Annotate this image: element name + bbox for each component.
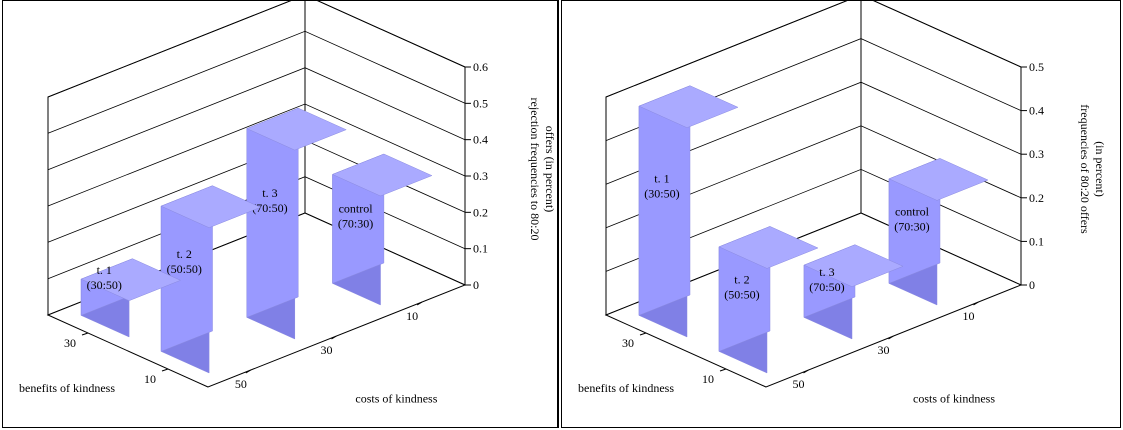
y-tick-label: 10 bbox=[144, 372, 156, 386]
y-tick bbox=[81, 332, 89, 336]
bar-label: t. 1 bbox=[654, 171, 669, 185]
gridline bbox=[47, 176, 466, 280]
gridline bbox=[605, 1, 1022, 98]
bar-label: (50:50) bbox=[167, 262, 202, 276]
z-axis-label-line: rejection frequencies to 80:20 bbox=[528, 98, 542, 241]
bar-label: control bbox=[339, 202, 374, 216]
bar-1: t. 2(50:50) bbox=[160, 185, 262, 374]
gridline bbox=[47, 103, 466, 207]
bars: control(70:30)t. 3(70:50)t. 2(50:50)t. 1… bbox=[638, 85, 989, 374]
left-chart-panel: 0 0.1 0.2 0.3 0.4 0.5 0.6 10 30 50 30 10 costs of ki… bbox=[2, 0, 559, 428]
x-tick bbox=[803, 369, 809, 374]
bar-top-face bbox=[638, 85, 739, 128]
z-axis-label-line: offers (in percent) bbox=[543, 126, 557, 212]
z-tick-label: 0.3 bbox=[1029, 147, 1044, 161]
y-tick bbox=[719, 368, 727, 372]
bar-label: (50:50) bbox=[724, 287, 759, 301]
gridline bbox=[47, 30, 466, 134]
z-tick-label: 0.5 bbox=[1029, 60, 1044, 74]
bar-label: control bbox=[895, 204, 930, 218]
bar-label: (70:30) bbox=[894, 219, 929, 233]
gridline bbox=[47, 1, 466, 98]
x-tick bbox=[245, 369, 252, 374]
gridline bbox=[47, 67, 466, 171]
z-tick-label: 0.6 bbox=[473, 60, 488, 74]
bar-label: (30:50) bbox=[644, 186, 679, 200]
z-tick-label: 0 bbox=[473, 278, 479, 292]
right-chart-panel: 0 0.1 0.2 0.3 0.4 0.5 10 30 50 30 10 costs of kindn… bbox=[561, 0, 1121, 428]
x-tick-label: 30 bbox=[878, 343, 890, 357]
z-tick-label: 0.3 bbox=[473, 169, 488, 183]
bar-2: t. 3(70:50) bbox=[246, 107, 347, 340]
z-axis-label-line: (in percent) bbox=[1093, 141, 1107, 197]
bar-label: (70:50) bbox=[252, 201, 287, 215]
bar-label: t. 2 bbox=[177, 247, 192, 261]
bar-label: (30:50) bbox=[87, 278, 122, 292]
bar-top-face bbox=[160, 185, 262, 228]
z-axis-label: rejection frequencies to 80:20 offers (in… bbox=[528, 98, 557, 241]
z-tick-label: 0.1 bbox=[1029, 234, 1044, 248]
y-tick bbox=[161, 368, 169, 372]
x-tick-label: 50 bbox=[793, 377, 805, 391]
bar-label: t. 2 bbox=[734, 272, 749, 286]
bar-top-face bbox=[803, 244, 904, 287]
z-tick-label: 0 bbox=[1029, 278, 1035, 292]
x-tick bbox=[416, 301, 423, 306]
y-axis-label: benefits of kindness bbox=[19, 381, 115, 395]
z-tick-label: 0.4 bbox=[473, 133, 488, 147]
x-tick-label: 30 bbox=[321, 343, 333, 357]
bar-top-face bbox=[888, 158, 989, 201]
bar-0: t. 1(30:50) bbox=[80, 258, 182, 338]
z-tick-label: 0.5 bbox=[473, 96, 488, 110]
x-tick bbox=[888, 335, 894, 340]
gridline bbox=[605, 168, 1022, 272]
bar-top-face bbox=[331, 153, 433, 197]
bar-1: t. 2(50:50) bbox=[718, 226, 819, 374]
bar-top-face bbox=[80, 258, 182, 301]
gridline bbox=[605, 81, 1022, 185]
bar-label: t. 3 bbox=[262, 186, 277, 200]
y-tick-label: 10 bbox=[702, 372, 714, 386]
x-tick-label: 50 bbox=[235, 377, 247, 391]
z-axis-label-line: frequencies of 80:20 offers bbox=[1078, 104, 1092, 234]
bar-0: t. 1(30:50) bbox=[638, 85, 739, 338]
bar-3: control(70:30) bbox=[331, 153, 433, 306]
x-tick bbox=[331, 335, 337, 340]
bar-3: control(70:30) bbox=[888, 158, 989, 306]
y-tick-label: 30 bbox=[622, 336, 634, 350]
bar-label: (70:30) bbox=[338, 217, 373, 231]
rejection-frequency-chart: 0 0.1 0.2 0.3 0.4 0.5 0.6 10 30 50 30 10 costs of ki… bbox=[19, 1, 557, 406]
z-tick-label: 0.1 bbox=[473, 242, 488, 256]
bar-top-face bbox=[246, 107, 347, 151]
bars: control(70:30)t. 3(70:50)t. 2(50:50)t. 1… bbox=[80, 107, 433, 374]
x-tick bbox=[973, 301, 979, 306]
y-axis-label: benefits of kindness bbox=[578, 381, 674, 395]
bar-label: t. 1 bbox=[97, 263, 112, 277]
bar-2: t. 3(70:50) bbox=[803, 244, 904, 340]
bar-label: (70:50) bbox=[809, 280, 844, 294]
x-tick-label: 10 bbox=[963, 309, 975, 323]
y-tick-label: 30 bbox=[64, 336, 76, 350]
offer-frequency-chart: 0 0.1 0.2 0.3 0.4 0.5 10 30 50 30 10 costs of kindn… bbox=[578, 1, 1107, 406]
bar-top-face bbox=[718, 226, 819, 269]
y-tick bbox=[639, 332, 647, 336]
z-tick-label: 0.2 bbox=[473, 205, 488, 219]
x-axis-label: costs of kindness bbox=[355, 392, 437, 406]
z-tick-label: 0.4 bbox=[1029, 104, 1044, 118]
z-axis-label: frequencies of 80:20 offers (in percent) bbox=[1078, 104, 1107, 234]
z-tick-label: 0.2 bbox=[1029, 191, 1044, 205]
x-tick-label: 10 bbox=[406, 309, 418, 323]
bar-label: t. 3 bbox=[819, 265, 834, 279]
x-axis-label: costs of kindness bbox=[913, 392, 995, 406]
